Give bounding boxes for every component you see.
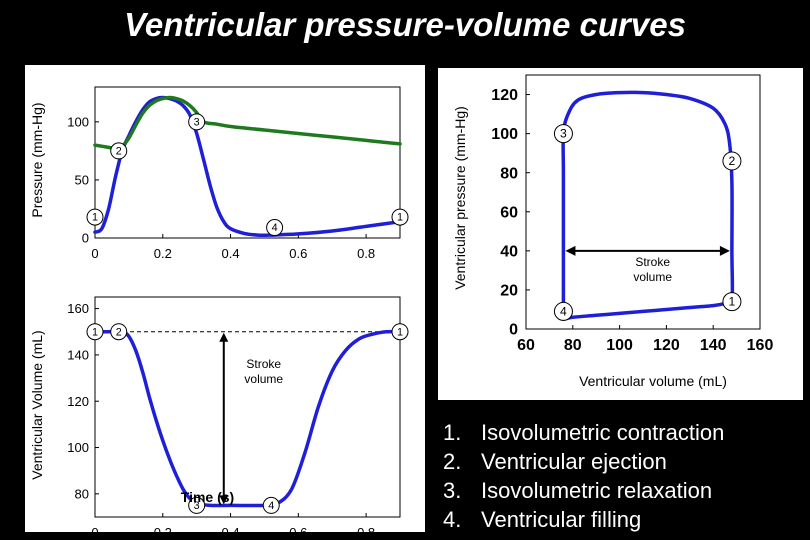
phase-point-marker bbox=[553, 301, 573, 321]
arrow-head bbox=[565, 245, 576, 256]
y-axis-label: Pressure (mm-Hg) bbox=[29, 102, 45, 217]
y-tick-label: 120 bbox=[67, 394, 89, 409]
phase-number: 1. bbox=[443, 420, 462, 445]
y-tick-label: 120 bbox=[491, 87, 518, 104]
phase-point-marker bbox=[188, 113, 206, 131]
phase-point-label: 3 bbox=[194, 500, 200, 512]
y-tick-label: 0 bbox=[509, 322, 518, 339]
stroke-volume-label: volume bbox=[633, 270, 672, 284]
y-tick-label: 100 bbox=[67, 440, 89, 455]
x-axis-label: Ventricular volume (mL) bbox=[579, 373, 727, 389]
y-tick-label: 40 bbox=[500, 243, 518, 260]
phase-point-marker bbox=[86, 208, 104, 226]
slide-title: Ventricular pressure-volume curves bbox=[124, 6, 686, 43]
x-tick-label: 60 bbox=[517, 337, 535, 354]
x-tick-label: 120 bbox=[653, 337, 680, 354]
phase-number: 4. bbox=[443, 507, 462, 532]
phase-legend: 1. Isovolumetric contraction 2. Ventricula… bbox=[443, 418, 724, 534]
phase-point-marker bbox=[110, 142, 128, 160]
pressure-time-chart: 0 0.2 0.4 0.6 0.8 0 50 100 1 2 3 4 1 Pressure (mm-Hg) bbox=[29, 86, 409, 261]
x-tick-label: 80 bbox=[564, 337, 582, 354]
x-tick-label: 140 bbox=[700, 337, 727, 354]
phase-point-marker bbox=[266, 219, 284, 237]
stroke-volume-label: volume bbox=[244, 372, 283, 386]
phase-point-marker bbox=[722, 292, 742, 312]
x-tick-label: 0.6 bbox=[289, 246, 307, 261]
phase-point-marker bbox=[391, 208, 409, 226]
phase-legend-item: 3. Isovolumetric relaxation bbox=[443, 476, 724, 505]
phase-point-label: 1 bbox=[397, 212, 403, 224]
phase-label: Ventricular filling bbox=[481, 507, 642, 532]
phase-point-label: 3 bbox=[560, 127, 567, 141]
phase-point-label: 2 bbox=[116, 145, 122, 157]
x-tick-label: 0.2 bbox=[154, 525, 172, 532]
phase-point-marker bbox=[391, 323, 409, 341]
y-tick-label: 80 bbox=[500, 165, 518, 182]
series-line bbox=[93, 95, 402, 151]
phase-legend-item: 4. Ventricular filling bbox=[443, 505, 724, 534]
phase-point-label: 1 bbox=[92, 212, 98, 224]
phase-legend-item: 2. Ventricular ejection bbox=[443, 447, 724, 476]
phase-point-label: 4 bbox=[268, 500, 274, 512]
phase-number: 2. bbox=[443, 449, 462, 474]
y-tick-label: 160 bbox=[67, 301, 89, 316]
phase-point-label: 1 bbox=[397, 326, 403, 338]
phase-point-marker bbox=[86, 323, 104, 341]
plot-frame bbox=[94, 86, 401, 239]
phase-point-marker bbox=[188, 496, 206, 514]
arrow-head bbox=[719, 245, 730, 256]
x-tick-label: 0.4 bbox=[222, 525, 240, 532]
x-tick-label: 160 bbox=[747, 337, 774, 354]
arrow-head bbox=[219, 495, 229, 505]
y-tick-label: 100 bbox=[491, 126, 518, 143]
phase-legend-item: 1. Isovolumetric contraction bbox=[443, 418, 724, 447]
plot-frame bbox=[94, 296, 401, 518]
y-tick-label: 20 bbox=[500, 283, 518, 300]
x-tick-label: 0.8 bbox=[357, 525, 375, 532]
x-tick-label: 0 bbox=[91, 246, 98, 261]
y-tick-label: 140 bbox=[67, 347, 89, 362]
y-axis-label: Ventricular pressure (mm-Hg) bbox=[452, 106, 468, 290]
x-tick-label: 0 bbox=[91, 525, 98, 532]
y-tick-label: 60 bbox=[500, 204, 518, 221]
right-figure-panel: 60 80 100 120 140 160 0 20 40 60 80 100 120 Stroke vol… bbox=[438, 68, 803, 400]
phase-point-marker bbox=[110, 323, 128, 341]
stroke-volume-label: Stroke bbox=[635, 255, 670, 269]
y-axis-label: Ventricular Volume (mL) bbox=[29, 330, 45, 479]
series-line bbox=[561, 90, 735, 321]
phase-point-label: 1 bbox=[92, 326, 98, 338]
x-axis-label: Time (s) bbox=[181, 489, 234, 505]
phase-label: Ventricular ejection bbox=[481, 449, 667, 474]
y-tick-label: 0 bbox=[82, 231, 89, 246]
x-tick-label: 0.8 bbox=[357, 246, 375, 261]
phase-number: 3. bbox=[443, 478, 462, 503]
arrow-head bbox=[219, 332, 229, 342]
x-tick-label: 0.6 bbox=[289, 525, 307, 532]
phase-point-label: 4 bbox=[272, 222, 278, 234]
y-tick-label: 100 bbox=[67, 114, 89, 129]
phase-point-label: 2 bbox=[116, 326, 122, 338]
plot-frame bbox=[525, 74, 761, 330]
phase-point-marker bbox=[553, 124, 573, 144]
phase-point-label: 2 bbox=[729, 154, 736, 168]
phase-point-marker bbox=[262, 496, 280, 514]
phase-point-marker bbox=[722, 151, 742, 171]
x-tick-label: 0.2 bbox=[154, 246, 172, 261]
phase-point-label: 3 bbox=[194, 116, 200, 128]
phase-label: Isovolumetric relaxation bbox=[481, 478, 713, 503]
x-tick-label: 0.4 bbox=[222, 246, 240, 261]
pressure-volume-loop-chart: 60 80 100 120 140 160 0 20 40 60 80 100 120 Strokevol… bbox=[452, 74, 774, 389]
y-tick-label: 50 bbox=[75, 172, 89, 187]
phase-label: Isovolumetric contraction bbox=[481, 420, 725, 445]
phase-point-label: 1 bbox=[729, 295, 736, 309]
phase-point-label: 4 bbox=[560, 304, 567, 318]
y-tick-label: 80 bbox=[75, 486, 89, 501]
x-tick-label: 100 bbox=[606, 337, 633, 354]
stroke-volume-label: Stroke bbox=[246, 357, 281, 371]
left-figure-panel: 0 0.2 0.4 0.6 0.8 0 50 100 1 2 3 4 1 Pressure (mm-Hg)… bbox=[25, 65, 425, 532]
